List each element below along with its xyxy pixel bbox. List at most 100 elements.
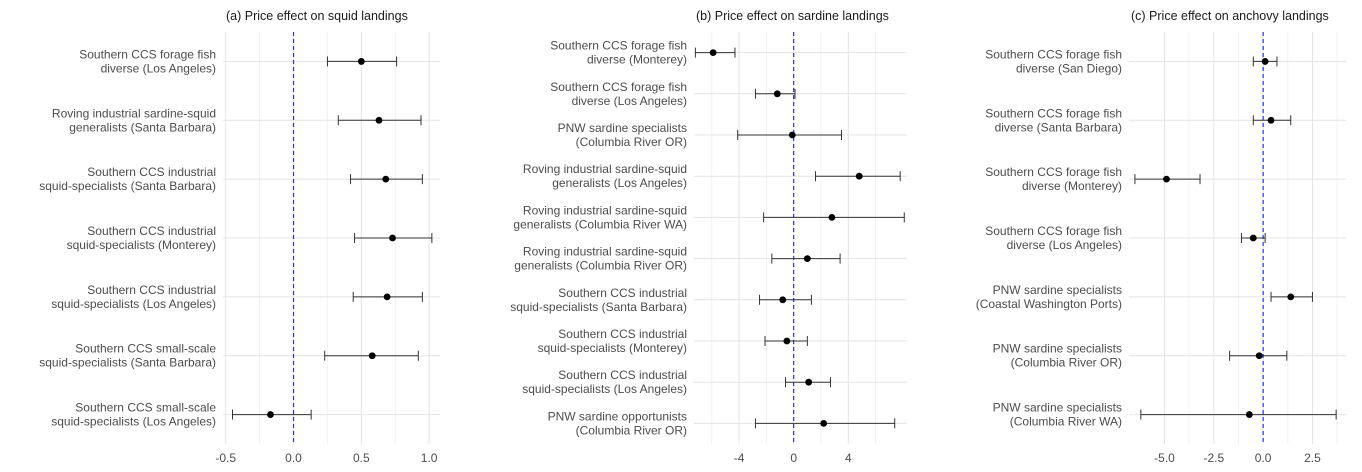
category-label-line: PNW sardine specialists	[993, 283, 1122, 297]
category-label: Southern CCS forage fish diverse (Los Ang…	[79, 47, 216, 75]
estimate-point	[709, 49, 717, 56]
category-label: Southern CCS industrial squid-specialists…	[67, 224, 216, 252]
estimate-point	[805, 378, 813, 386]
category-label: Southern CCS forage fish diverse (Los Ang…	[985, 224, 1122, 252]
category-label: Roving industrial sardine-squid generalis…	[523, 162, 687, 190]
category-label-line: Southern CCS forage fish	[985, 47, 1122, 61]
category-label-line: squid-specialists (Monterey)	[67, 238, 216, 252]
category-label-line: (Columbia River OR)	[1011, 356, 1122, 370]
category-label-line: generalists (Los Angeles)	[552, 176, 687, 190]
estimate-point	[855, 172, 863, 180]
estimate-point	[1163, 175, 1170, 183]
category-label-line: Southern CCS industrial	[87, 224, 216, 238]
category-label: Southern CCS industrial squid-specialists…	[538, 327, 687, 355]
category-label-line: generalists (Santa Barbara)	[69, 120, 216, 134]
category-label-line: Southern CCS industrial	[87, 283, 216, 297]
estimate-point	[1255, 352, 1263, 360]
category-label-line: generalists (Columbia River OR)	[514, 259, 687, 273]
category-label: Southern CCS small-scale squid-specialist…	[39, 342, 216, 370]
category-label-line: Roving industrial sardine-squid	[52, 106, 216, 120]
estimate-point	[389, 234, 396, 242]
category-label-line: PNW sardine specialists	[993, 401, 1122, 415]
estimate-point	[828, 214, 836, 221]
category-label-line: diverse (Los Angeles)	[101, 61, 216, 75]
x-tick-label: 1.0	[421, 451, 438, 465]
category-label-line: Southern CCS small-scale	[75, 342, 216, 356]
panel-3: (c) Price effect on anchovy landings -5.0…	[976, 9, 1346, 465]
category-label-line: diverse (Monterey)	[1022, 179, 1122, 193]
category-label-line: diverse (San Diego)	[1016, 61, 1122, 75]
estimate-point	[1245, 411, 1253, 418]
category-label: PNW sardine specialists (Coastal Washingt…	[976, 283, 1122, 311]
category-label-line: PNW sardine specialists	[993, 342, 1122, 356]
category-label: Southern CCS small-scale squid-specialist…	[51, 401, 216, 429]
category-label: Southern CCS industrial squid-specialists…	[39, 165, 216, 193]
category-label-line: PNW sardine specialists	[558, 121, 687, 135]
category-label-line: generalists (Columbia River WA)	[513, 217, 687, 231]
x-tick-label: -5.0	[1154, 451, 1175, 465]
panel-title: (b) Price effect on sardine landings	[696, 9, 889, 23]
category-label-line: Southern CCS small-scale	[75, 401, 216, 415]
category-label-line: diverse (Los Angeles)	[572, 94, 687, 108]
category-label-line: (Coastal Washington Ports)	[976, 297, 1122, 311]
estimate-point	[1267, 116, 1275, 124]
category-label: PNW sardine opportunists (Columbia River …	[548, 409, 687, 437]
category-label-line: diverse (Monterey)	[587, 53, 687, 67]
x-tick-label: -2.5	[1203, 451, 1224, 465]
category-label-line: Roving industrial sardine-squid	[523, 162, 687, 176]
category-label-line: Roving industrial sardine-squid	[523, 245, 687, 259]
category-label-line: Southern CCS industrial	[558, 327, 687, 341]
category-label-line: diverse (Los Angeles)	[1007, 238, 1122, 252]
estimate-point	[1249, 234, 1257, 242]
category-label-line: Roving industrial sardine-squid	[523, 203, 687, 217]
category-label: PNW sardine specialists (Columbia River O…	[558, 121, 687, 149]
panel-1: (a) Price effect on squid landings -0.5 0.…	[39, 9, 440, 465]
category-label-line: squid-specialists (Santa Barbara)	[39, 179, 216, 193]
x-tick-label: 4	[845, 451, 852, 465]
x-tick-label: 0.0	[285, 451, 302, 465]
x-tick-label: -0.5	[215, 451, 236, 465]
category-label: Southern CCS forage fish diverse (San Die…	[985, 47, 1122, 75]
category-label-line: Southern CCS forage fish	[985, 106, 1122, 120]
category-label-line: Southern CCS industrial	[558, 368, 687, 382]
category-label-line: Southern CCS forage fish	[79, 47, 216, 61]
category-label-line: squid-specialists (Santa Barbara)	[510, 300, 687, 314]
category-label-line: (Columbia River OR)	[576, 423, 687, 437]
category-label-line: (Columbia River WA)	[1010, 415, 1122, 429]
estimate-point	[357, 58, 365, 65]
x-tick-label: 0.5	[353, 451, 370, 465]
category-label: Roving industrial sardine-squid generalis…	[513, 203, 687, 231]
x-tick-label: -4	[734, 451, 745, 465]
category-label-line: Southern CCS forage fish	[550, 80, 687, 94]
category-label: Southern CCS forage fish diverse (Montere…	[985, 165, 1122, 193]
category-label: Southern CCS forage fish diverse (Montere…	[550, 39, 687, 67]
panel-title: (a) Price effect on squid landings	[226, 9, 408, 23]
estimate-point	[820, 420, 828, 427]
category-label-line: squid-specialists (Monterey)	[538, 341, 687, 355]
estimate-point	[383, 293, 391, 301]
category-label: PNW sardine specialists (Columbia River O…	[993, 342, 1122, 370]
category-label-line: squid-specialists (Los Angeles)	[51, 297, 216, 311]
category-label: Southern CCS industrial squid-specialists…	[522, 368, 687, 396]
category-label-line: (Columbia River OR)	[576, 135, 687, 149]
category-label: Southern CCS industrial squid-specialists…	[51, 283, 216, 311]
category-label-line: Southern CCS forage fish	[985, 224, 1122, 238]
category-label-line: Southern CCS industrial	[558, 286, 687, 300]
estimate-point	[382, 175, 390, 183]
x-tick-label: 0	[790, 451, 797, 465]
panel-title: (c) Price effect on anchovy landings	[1131, 9, 1329, 23]
category-label-line: PNW sardine opportunists	[548, 409, 687, 423]
category-label: Roving industrial sardine-squid generalis…	[52, 106, 216, 134]
estimate-point	[803, 255, 811, 262]
x-tick-label: 2.5	[1304, 451, 1321, 465]
category-label: PNW sardine specialists (Columbia River W…	[993, 401, 1122, 429]
estimate-point	[267, 411, 274, 418]
category-label-line: squid-specialists (Los Angeles)	[522, 382, 687, 396]
estimate-point	[783, 337, 791, 345]
estimate-point	[1261, 58, 1269, 65]
category-label-line: Southern CCS forage fish	[985, 165, 1122, 179]
category-label: Southern CCS industrial squid-specialists…	[510, 286, 687, 314]
estimate-point	[773, 90, 781, 98]
category-label: Roving industrial sardine-squid generalis…	[514, 245, 687, 273]
